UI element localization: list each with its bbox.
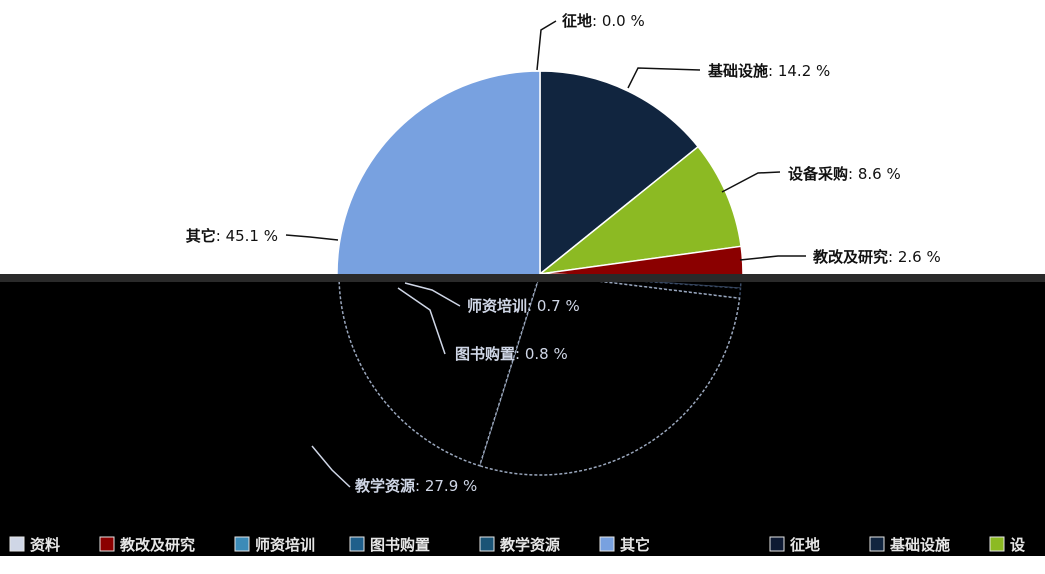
- slice-label-value: : 8.6 %: [848, 165, 901, 183]
- leader-line: [721, 171, 781, 193]
- legend-item[interactable]: 基础设施: [869, 536, 950, 554]
- slice-1: [539, 70, 700, 274]
- slice-label-name: 基础设施: [707, 62, 768, 80]
- slice-7: [336, 70, 541, 274]
- legend-label: 基础设施: [889, 536, 950, 554]
- legend: 资料 教改及研究 师资培训 图书购置 教学资源 其它 征地 基础设施 设: [9, 536, 1025, 554]
- slice-label: 教学资源: 27.9 %: [354, 477, 477, 495]
- slice-label-name: 图书购置: [455, 345, 515, 363]
- legend-swatch: [869, 536, 885, 552]
- slice-6-ghost: [478, 282, 741, 476]
- slice-label: 教改及研究: 2.6 %: [812, 248, 941, 266]
- legend-item[interactable]: 设: [989, 536, 1025, 554]
- slice-label-name: 其它: [186, 227, 216, 245]
- slice-label-value: : 14.2 %: [768, 62, 830, 80]
- slice-label: 基础设施: 14.2 %: [707, 62, 830, 80]
- legend-item[interactable]: 教改及研究: [99, 536, 195, 554]
- slice-label: 师资培训: 0.7 %: [467, 297, 580, 315]
- legend-swatch: [989, 536, 1005, 552]
- leader-line: [311, 445, 351, 488]
- leader-line: [739, 255, 806, 261]
- legend-label: 征地: [790, 536, 820, 554]
- legend-label: 教改及研究: [119, 536, 195, 554]
- slice-label-name: 设备采购: [788, 165, 848, 183]
- slice-label-value: : 27.9 %: [415, 477, 477, 495]
- slice-label-value: : 45.1 %: [216, 227, 278, 245]
- legend-item[interactable]: 教学资源: [479, 536, 560, 554]
- slice-label-name: 师资培训: [467, 297, 527, 315]
- slice-7-ghost: [338, 282, 539, 467]
- leader-line: [397, 287, 446, 355]
- pie-slices-top: [336, 70, 744, 274]
- pie-slices-dark: [338, 282, 742, 476]
- legend-item[interactable]: 其它: [599, 536, 650, 554]
- legend-swatch: [599, 536, 615, 552]
- legend-label: 设: [1010, 536, 1025, 554]
- slice-label: 其它: 45.1 %: [186, 227, 278, 245]
- legend-label: 其它: [620, 536, 650, 554]
- slice-labels: 征地: 0.0 %基础设施: 14.2 %设备采购: 8.6 %教改及研究: 2…: [186, 12, 941, 495]
- legend-swatch: [234, 536, 250, 552]
- legend-item[interactable]: 师资培训: [234, 536, 315, 554]
- slice-label-value: : 0.0 %: [592, 12, 645, 30]
- legend-swatch: [9, 536, 25, 552]
- leader-line: [285, 234, 339, 241]
- leader-line: [627, 67, 701, 89]
- slice-2: [538, 145, 742, 274]
- legend-item[interactable]: 征地: [769, 536, 820, 554]
- slice-label-name: 教学资源: [354, 477, 415, 495]
- legend-item[interactable]: 资料: [9, 536, 60, 554]
- glitch-strip-top: [0, 274, 1045, 282]
- legend-label: 图书购置: [370, 536, 430, 554]
- legend-item[interactable]: 图书购置: [349, 536, 430, 554]
- slice-label: 图书购置: 0.8 %: [455, 345, 568, 363]
- slice-label: 征地: 0.0 %: [562, 12, 645, 30]
- legend-label: 教学资源: [499, 536, 560, 554]
- leader-line: [536, 20, 557, 71]
- legend-swatch: [479, 536, 495, 552]
- legend-swatch: [99, 536, 115, 552]
- slice-label: 设备采购: 8.6 %: [788, 165, 901, 183]
- leader-line: [404, 282, 461, 307]
- legend-swatch: [769, 536, 785, 552]
- slice-label-name: 征地: [562, 12, 592, 30]
- legend-swatch: [349, 536, 365, 552]
- slice-label-value: : 0.7 %: [527, 297, 580, 315]
- slice-label-value: : 2.6 %: [888, 248, 941, 266]
- slice-3: [539, 245, 744, 274]
- slice-label-value: : 0.8 %: [515, 345, 568, 363]
- legend-label: 资料: [30, 536, 60, 554]
- slice-label-name: 教改及研究: [812, 248, 888, 266]
- legend-label: 师资培训: [255, 536, 315, 554]
